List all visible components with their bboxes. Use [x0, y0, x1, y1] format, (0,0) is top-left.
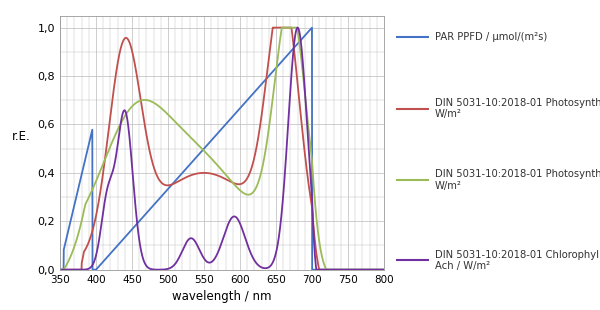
Text: DIN 5031-10:2018-01 Photosynthese Asy1 /
W/m²: DIN 5031-10:2018-01 Photosynthese Asy1 /…	[435, 98, 600, 119]
Text: DIN 5031-10:2018-01 Chlorophyllphotosynthese
Ach / W/m²: DIN 5031-10:2018-01 Chlorophyllphotosynt…	[435, 250, 600, 271]
Text: DIN 5031-10:2018-01 Photosynthese Asy2 /
W/m²: DIN 5031-10:2018-01 Photosynthese Asy2 /…	[435, 169, 600, 191]
X-axis label: wavelength / nm: wavelength / nm	[172, 290, 272, 303]
Y-axis label: r.E.: r.E.	[11, 130, 30, 143]
Text: PAR PPFD / μmol/(m²s): PAR PPFD / μmol/(m²s)	[435, 32, 547, 42]
